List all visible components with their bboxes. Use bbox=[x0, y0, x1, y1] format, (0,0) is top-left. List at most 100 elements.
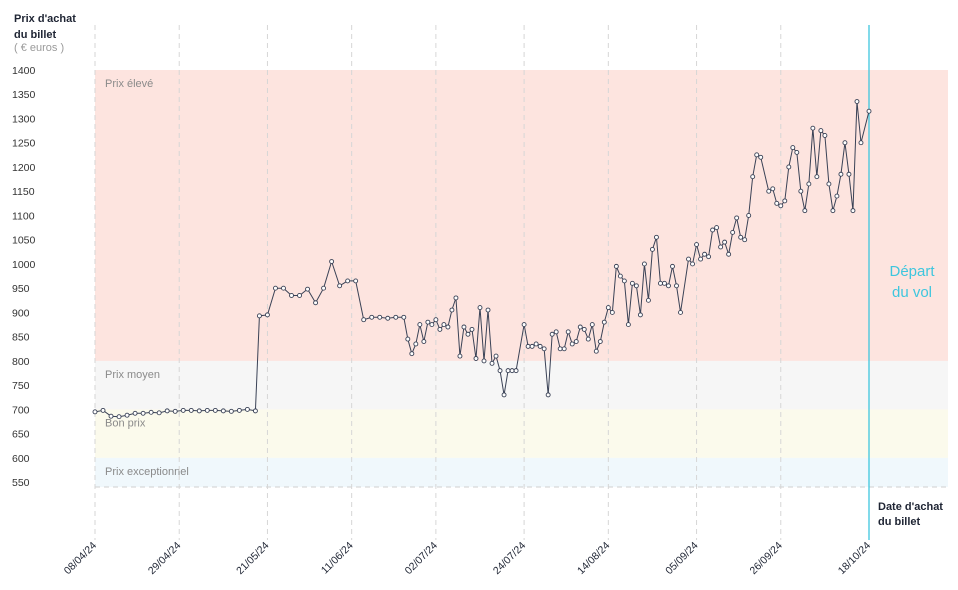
y-tick-label: 700 bbox=[12, 404, 30, 416]
price-point bbox=[493, 353, 499, 359]
price-point bbox=[577, 324, 583, 330]
y-tick-label: 800 bbox=[12, 356, 30, 368]
price-point bbox=[481, 358, 487, 364]
price-point bbox=[281, 285, 286, 291]
price-point bbox=[449, 307, 455, 313]
price-point bbox=[188, 407, 194, 413]
price-point bbox=[726, 251, 732, 257]
y-tick-label: 1200 bbox=[12, 162, 36, 174]
price-point bbox=[786, 164, 792, 170]
x-title: Date d'achat bbox=[878, 501, 943, 513]
price-point bbox=[702, 251, 708, 257]
price-point bbox=[826, 181, 832, 187]
departure-label: du vol bbox=[892, 284, 932, 301]
price-point bbox=[445, 324, 451, 330]
price-point bbox=[405, 336, 411, 342]
price-point bbox=[625, 322, 631, 328]
price-point bbox=[100, 407, 106, 413]
price-point bbox=[236, 407, 242, 413]
price-point bbox=[465, 331, 471, 337]
y-tick-label: 1150 bbox=[12, 186, 35, 198]
price-point bbox=[569, 341, 575, 347]
price-point bbox=[609, 309, 615, 315]
price-point bbox=[714, 225, 720, 231]
price-point bbox=[425, 319, 431, 325]
price-point bbox=[252, 408, 258, 414]
price-point bbox=[754, 152, 760, 158]
x-tick-label: 21/05/24 bbox=[234, 540, 271, 577]
y-unit: ( € euros ) bbox=[14, 42, 64, 54]
price-point bbox=[204, 407, 210, 413]
price-point bbox=[601, 319, 607, 325]
price-point bbox=[706, 254, 712, 260]
y-title: du billet bbox=[14, 29, 57, 41]
price-point bbox=[613, 263, 619, 269]
price-point bbox=[421, 339, 427, 344]
price-point bbox=[369, 314, 375, 320]
price-point bbox=[686, 256, 691, 262]
price-point bbox=[244, 406, 250, 412]
price-point bbox=[658, 280, 663, 286]
price-point bbox=[738, 234, 744, 240]
price-point bbox=[561, 346, 567, 352]
price-point bbox=[473, 356, 479, 361]
price-point bbox=[605, 305, 611, 311]
price-bands: Prix élevé Prix moyen Bon prix Prix excepti… bbox=[95, 70, 948, 487]
price-point bbox=[589, 322, 595, 328]
price-point bbox=[798, 188, 804, 194]
price-point bbox=[124, 412, 130, 418]
price-point bbox=[361, 317, 367, 323]
price-point bbox=[850, 208, 856, 214]
x-tick-label: 26/09/24 bbox=[748, 540, 785, 577]
band-label: Bon prix bbox=[105, 417, 146, 429]
price-point bbox=[722, 239, 728, 245]
grid bbox=[94, 25, 948, 540]
price-point bbox=[549, 331, 555, 337]
price-point bbox=[377, 314, 383, 320]
price-point bbox=[521, 322, 527, 328]
price-point bbox=[758, 154, 764, 160]
price-point bbox=[718, 244, 724, 250]
price-point bbox=[573, 339, 579, 344]
price-point bbox=[220, 408, 226, 414]
price-point bbox=[766, 188, 772, 194]
price-point bbox=[838, 171, 844, 177]
x-tick-label: 05/09/24 bbox=[663, 540, 700, 577]
price-point bbox=[529, 343, 535, 349]
price-point bbox=[337, 283, 343, 289]
price-band bbox=[95, 457, 948, 487]
price-point bbox=[694, 242, 700, 248]
price-point bbox=[505, 368, 511, 374]
price-point bbox=[670, 263, 675, 269]
y-tick-label: 650 bbox=[12, 429, 30, 441]
y-tick-label: 1300 bbox=[12, 113, 36, 125]
y-tick-label: 1100 bbox=[12, 210, 35, 222]
price-point bbox=[790, 145, 796, 151]
price-point bbox=[822, 133, 828, 138]
price-point bbox=[489, 360, 495, 366]
price-point bbox=[509, 368, 515, 374]
x-tick-label: 14/08/24 bbox=[575, 540, 612, 577]
price-point bbox=[501, 392, 507, 398]
price-point bbox=[633, 283, 639, 289]
price-point bbox=[537, 343, 543, 349]
price-point bbox=[321, 285, 327, 291]
price-point bbox=[710, 227, 716, 233]
price-point bbox=[810, 125, 816, 131]
price-point bbox=[690, 261, 695, 267]
price-point bbox=[401, 314, 407, 320]
price-point bbox=[621, 278, 627, 284]
y-title: Prix d'achat bbox=[14, 13, 76, 25]
price-point bbox=[662, 280, 667, 286]
price-point bbox=[393, 314, 399, 320]
price-point bbox=[497, 368, 503, 374]
x-title: du billet bbox=[878, 516, 921, 528]
y-tick-label: 900 bbox=[12, 307, 30, 319]
price-point bbox=[617, 273, 623, 279]
price-point bbox=[746, 213, 752, 218]
x-tick-label: 24/07/24 bbox=[491, 540, 528, 577]
price-point bbox=[172, 408, 178, 414]
price-point bbox=[92, 409, 98, 415]
price-point bbox=[666, 283, 671, 289]
price-point bbox=[108, 413, 114, 419]
